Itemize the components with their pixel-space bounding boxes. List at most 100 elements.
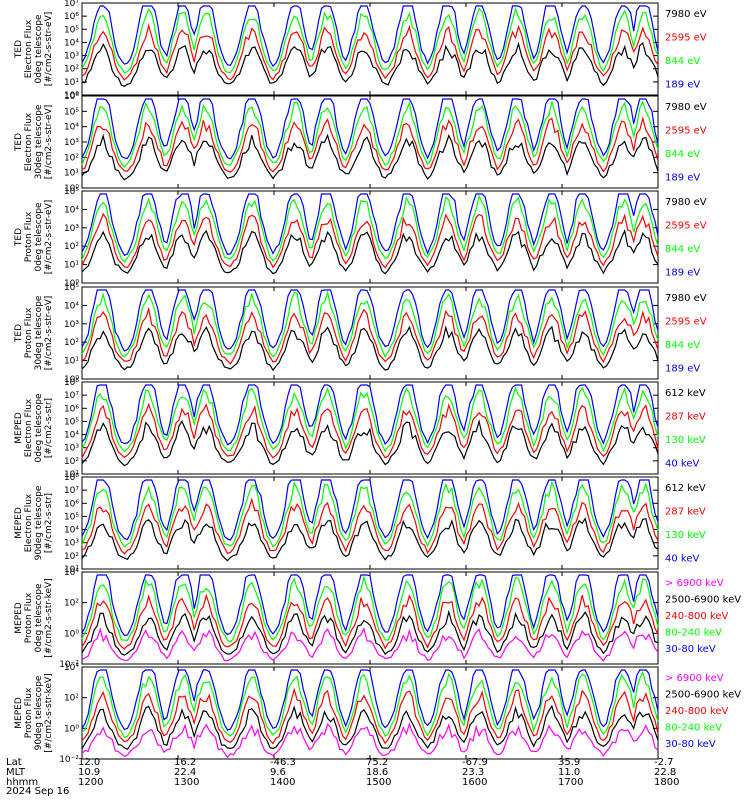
axis-label: TED (14, 324, 24, 343)
axis-label: [#/cm2-s-str-eV] (44, 200, 54, 275)
legend-item: 189 eV (665, 173, 700, 184)
flux-panel-7: 10⁻² 10⁰ 10² 10⁴ MEPED Proton Flux 0deg telesc… (14, 568, 741, 670)
axis-label: TED (14, 228, 24, 247)
y-tick-label: 10² (64, 153, 79, 163)
legend-item: 80-240 keV (665, 628, 722, 639)
legend-item: 40 keV (665, 459, 699, 470)
y-tick-label: 10¹ (64, 357, 79, 367)
legend-item: 30-80 keV (665, 644, 716, 655)
legend-item: 130 keV (665, 530, 706, 541)
y-tick-label: 10⁵ (64, 187, 79, 197)
y-tick-label: 10¹ (64, 470, 79, 480)
series-trace (81, 5, 659, 68)
y-tick-label: 10² (64, 65, 79, 75)
footer-hhmm-value: 1600 (462, 777, 487, 788)
series-trace (81, 229, 659, 275)
series-trace (81, 98, 659, 160)
series-trace (81, 325, 659, 372)
footer-row-label: 2024 Sep 16 (6, 786, 69, 797)
y-tick-label: 10⁴ (64, 301, 79, 311)
axis-label: MEPED (14, 697, 24, 729)
y-tick-label: 10² (64, 552, 79, 562)
y-tick-label: 10⁷ (64, 391, 79, 401)
axis-label: 90deg telescope (34, 675, 44, 750)
footer-hhmm-value: 1300 (174, 777, 199, 788)
series-trace (81, 670, 659, 739)
series-trace (81, 497, 659, 555)
legend-item: 7980 eV (665, 197, 707, 208)
series-trace (81, 516, 659, 562)
flux-panel-6: 10¹ 10² 10³ 10⁴ 10⁵ 10⁶ 10⁷ 10⁸ MEPED Electron Fl… (14, 473, 706, 575)
footer-lat-value: 16.2 (174, 757, 196, 768)
series-trace (81, 100, 659, 168)
axis-label: MEPED (14, 412, 24, 444)
flux-panel-5: 10¹ 10² 10³ 10⁴ 10⁵ 10⁶ 10⁷ 10⁸ MEPED Electron Fl… (14, 378, 706, 480)
legend-item: 2595 eV (665, 221, 707, 232)
axis-label: [#/cm2-s-str-keV] (44, 673, 54, 752)
legend-item: > 6900 keV (665, 673, 724, 684)
series-trace (81, 627, 659, 662)
legend-item: 189 eV (665, 80, 700, 91)
y-tick-label: 10⁴ (64, 526, 79, 536)
legend-item: 7980 eV (665, 102, 707, 113)
footer-row-label: Lat (6, 757, 22, 768)
axis-label: Proton Flux (24, 592, 34, 643)
legend-item: 189 eV (665, 268, 700, 279)
series-trace (81, 609, 659, 656)
y-tick-label: 10⁻² (59, 755, 79, 765)
series-trace (81, 41, 659, 87)
legend-item: 287 keV (665, 507, 706, 518)
series-trace (81, 194, 659, 263)
series-trace (81, 212, 659, 269)
y-tick-label: 10⁴ (64, 431, 79, 441)
axis-label: 0deg telescope (34, 393, 44, 463)
axis-label: Proton Flux (24, 687, 34, 738)
series-trace (81, 384, 659, 446)
y-tick-label: 10⁷ (64, 486, 79, 496)
y-tick-label: 10² (64, 242, 79, 252)
footer-mlt-value: 22.8 (654, 767, 676, 778)
y-tick-label: 10⁴ (64, 123, 79, 133)
y-tick-label: 10³ (64, 138, 79, 148)
series-trace (81, 193, 659, 257)
y-tick-label: 10⁻² (59, 660, 79, 670)
flux-panel-4: 10⁰ 10¹ 10² 10³ 10⁴ 10⁵ TED Proton Flux 30deg te… (14, 283, 707, 385)
axis-label: MEPED (14, 602, 24, 634)
y-tick-label: 10³ (64, 444, 79, 454)
axis-label: TED (14, 133, 24, 152)
legend-item: 2595 eV (665, 126, 707, 137)
legend-item: 2500-6900 keV (665, 690, 741, 701)
y-tick-label: 10⁵ (64, 283, 79, 293)
y-tick-label: 10⁷ (64, 0, 79, 9)
footer-mlt-value: 9.6 (270, 767, 286, 778)
y-tick-label: 10² (64, 599, 79, 609)
y-tick-label: 10⁸ (64, 473, 79, 483)
footer-lat-value: 12.0 (78, 757, 100, 768)
legend-item: 844 eV (665, 149, 700, 160)
footer-hhmm-value: 1500 (366, 777, 391, 788)
legend-item: 2500-6900 keV (665, 595, 741, 606)
axis-label: 30deg telescope (34, 295, 44, 370)
footer-hhmm-value: 1400 (270, 777, 295, 788)
legend-item: 844 eV (665, 56, 700, 67)
series-trace (81, 722, 659, 759)
legend-item: 844 eV (665, 340, 700, 351)
y-tick-label: 10⁶ (64, 92, 79, 102)
footer-lat-value: -2.7 (654, 757, 674, 768)
axis-label: [#/cm2-s-str-eV] (44, 105, 54, 180)
y-tick-label: 10³ (64, 320, 79, 330)
series-trace (81, 116, 659, 173)
legend-item: 189 eV (665, 364, 700, 375)
axis-label: MEPED (14, 507, 24, 539)
y-tick-label: 10⁵ (64, 107, 79, 117)
series-trace (81, 290, 659, 359)
legend-item: 2595 eV (665, 317, 707, 328)
axis-label: Proton Flux (24, 307, 34, 358)
axis-label: Electron Flux (24, 19, 34, 78)
flux-panel-8: 10⁻² 10⁰ 10² 10⁴ MEPED Proton Flux 90deg teles… (14, 663, 741, 765)
y-tick-label: 10⁰ (64, 724, 79, 734)
series-trace (81, 480, 659, 548)
series-trace (81, 306, 659, 365)
y-tick-label: 10² (64, 694, 79, 704)
